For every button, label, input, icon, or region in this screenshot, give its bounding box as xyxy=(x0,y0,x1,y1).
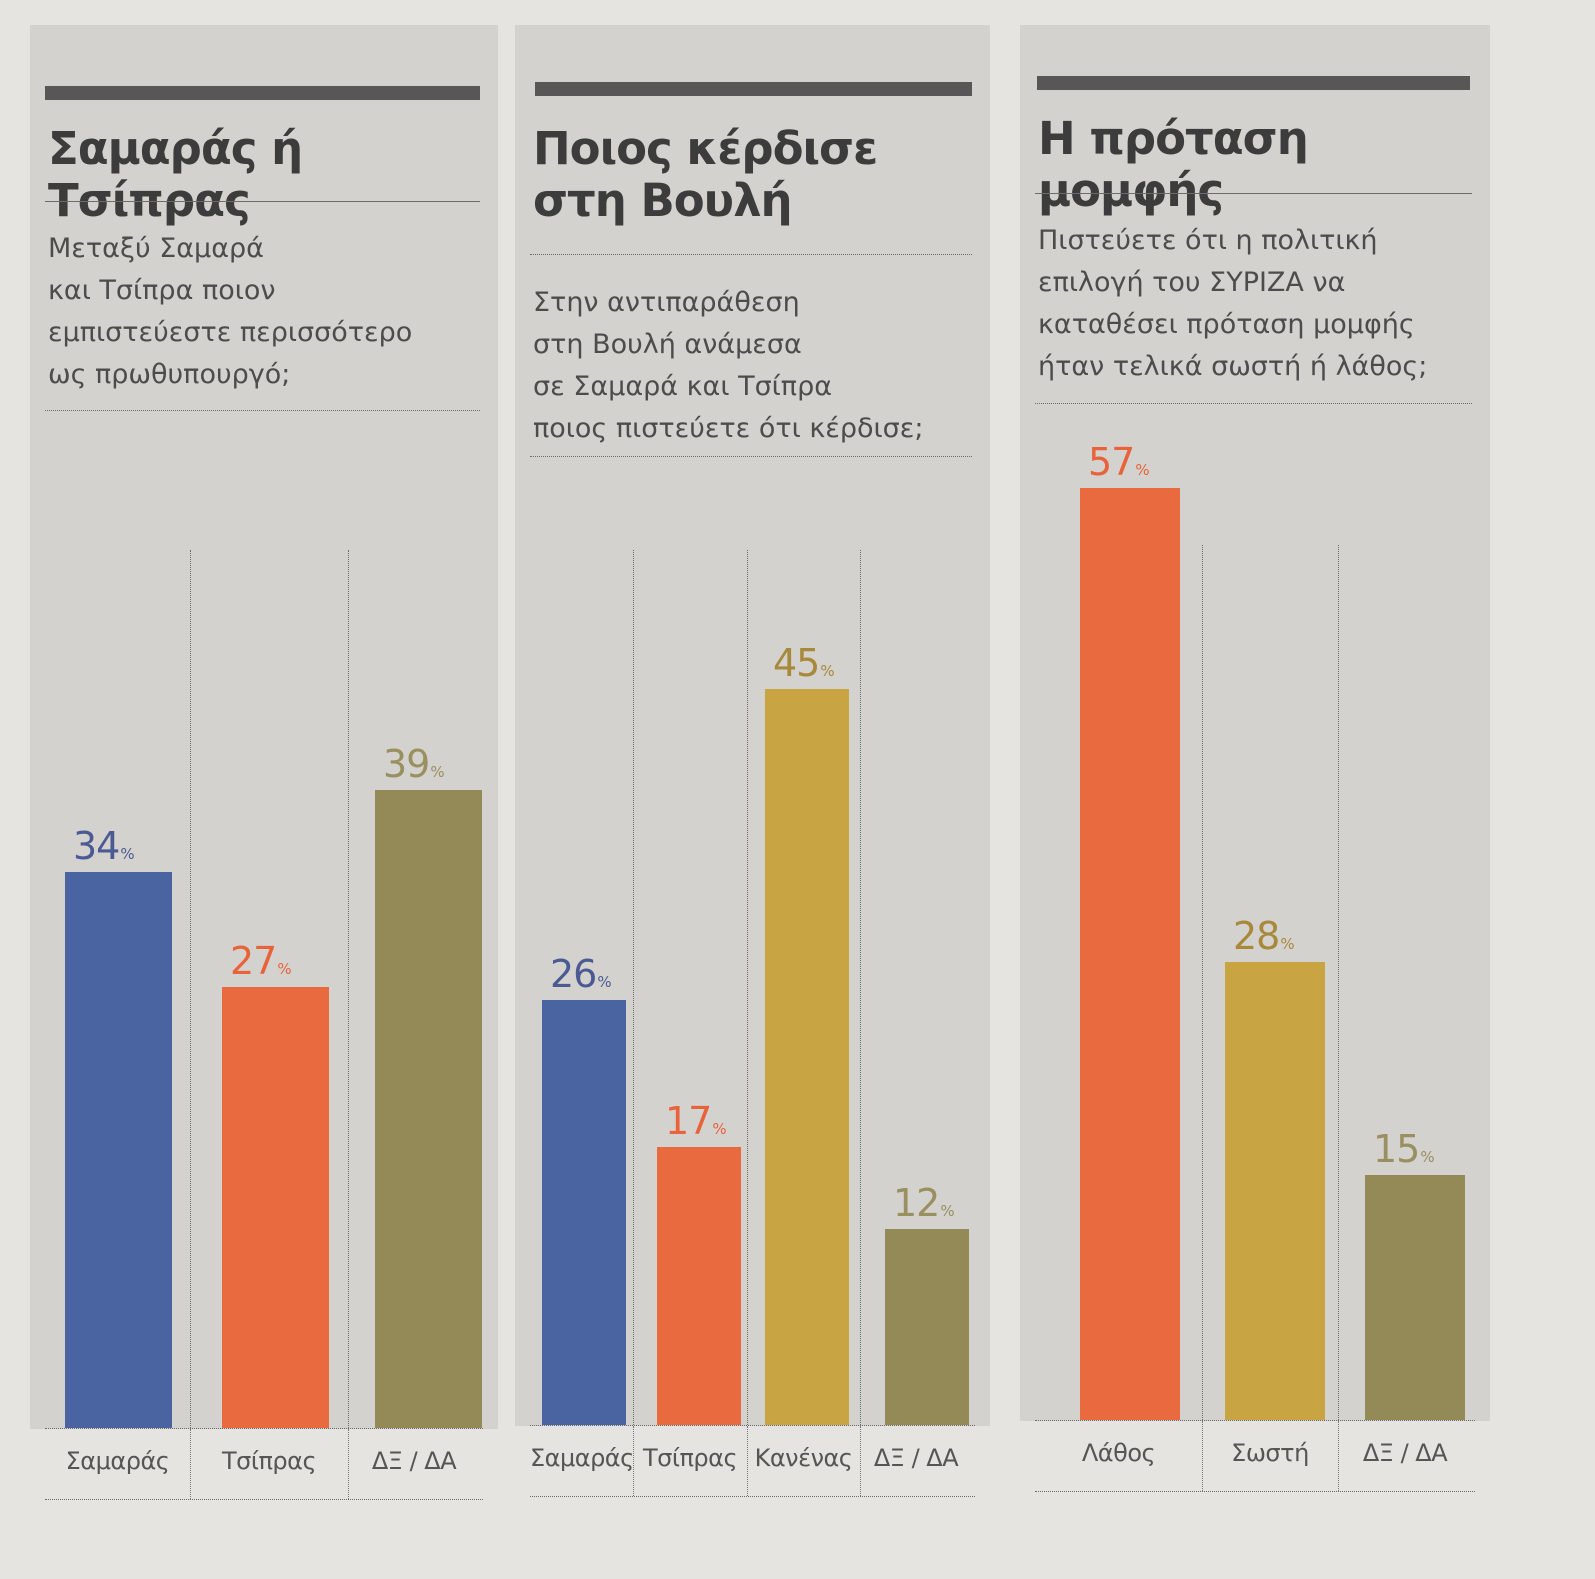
panel-header-bar xyxy=(535,82,972,96)
panel-header-bar xyxy=(45,86,480,100)
value-number: 17 xyxy=(665,1099,712,1144)
value-number: 45 xyxy=(773,641,820,686)
chart-bottom-rule xyxy=(530,1496,975,1497)
title-divider xyxy=(1035,193,1472,194)
column-divider xyxy=(348,550,349,1428)
panel-title: Ποιος κέρδισε στη Βουλή xyxy=(533,122,878,227)
bar-1 xyxy=(1080,488,1180,1420)
question-divider xyxy=(1035,403,1472,404)
category-label: ΔΞ / ΔΑ xyxy=(371,1447,457,1475)
value-number: 26 xyxy=(550,951,597,996)
category-label: Σαμαράς xyxy=(530,1444,634,1472)
poll-panel-censure-motion: Η πρόταση μομφής Πιστεύετε ότι η πολιτικ… xyxy=(1020,25,1490,1501)
bar-value-label: 15% xyxy=(1373,1129,1435,1177)
title-divider xyxy=(45,201,480,202)
poll-panel-who-won-in-parliament: Ποιος κέρδισε στη Βουλή Στην αντιπαράθεσ… xyxy=(515,25,990,1506)
bar-3 xyxy=(375,790,482,1428)
question-divider xyxy=(45,410,480,411)
chart-bottom-rule xyxy=(1035,1491,1475,1492)
poll-question: Μεταξύ Σαμαρά και Τσίπρα ποιον εμπιστεύε… xyxy=(48,233,413,390)
label-divider xyxy=(348,1429,349,1499)
bar-4 xyxy=(885,1228,969,1425)
value-number: 34 xyxy=(73,824,120,869)
label-divider xyxy=(190,1429,191,1499)
percent-sign: % xyxy=(1135,461,1150,480)
category-label: Κανένας xyxy=(754,1444,853,1472)
label-divider xyxy=(860,1426,861,1496)
category-label: Σωστή xyxy=(1231,1439,1309,1467)
bar-3 xyxy=(1365,1174,1465,1420)
poll-question: Στην αντιπαράθεση στη Βουλή ανάμεσα σε Σ… xyxy=(533,287,924,444)
bar-1 xyxy=(65,872,172,1428)
column-divider xyxy=(1338,545,1339,1420)
value-number: 27 xyxy=(230,938,277,983)
category-label: Λάθος xyxy=(1081,1439,1156,1467)
column-divider xyxy=(1202,545,1203,1420)
percent-sign: % xyxy=(1420,1147,1435,1166)
bar-value-label: 28% xyxy=(1233,916,1295,964)
bar-2 xyxy=(222,986,329,1428)
category-labels-row: Λάθος Σωστή ΔΞ / ΔΑ xyxy=(1020,1421,1490,1501)
chart-baseline xyxy=(45,1428,483,1429)
label-divider xyxy=(633,1426,634,1496)
value-number: 57 xyxy=(1088,440,1135,485)
category-label: Τσίπρας xyxy=(221,1447,317,1475)
bar-2 xyxy=(1225,962,1325,1420)
value-number: 15 xyxy=(1373,1126,1420,1171)
bar-value-label: 26% xyxy=(550,954,612,1002)
percent-sign: % xyxy=(712,1120,727,1139)
bar-3 xyxy=(765,689,849,1425)
poll-panel-samaras-or-tsipras: Σαμαράς ή Τσίπρας Μεταξύ Σαμαρά και Τσίπ… xyxy=(30,25,498,1509)
panel-title: Σαμαράς ή Τσίπρας xyxy=(48,122,303,227)
chart-baseline xyxy=(1035,1420,1475,1421)
percent-sign: % xyxy=(120,845,135,864)
percent-sign: % xyxy=(940,1201,955,1220)
percent-sign: % xyxy=(597,972,612,991)
title-divider xyxy=(530,254,972,255)
category-label: ΔΞ / ΔΑ xyxy=(1362,1439,1448,1467)
percent-sign: % xyxy=(277,959,292,978)
chart-baseline xyxy=(530,1425,975,1426)
label-divider xyxy=(1202,1421,1203,1491)
percent-sign: % xyxy=(820,662,835,681)
bar-value-label: 17% xyxy=(665,1101,727,1149)
bar-value-label: 27% xyxy=(230,941,292,989)
column-divider xyxy=(860,550,861,1425)
bar-value-label: 39% xyxy=(383,744,445,792)
label-divider xyxy=(747,1426,748,1496)
column-divider xyxy=(633,550,634,1425)
percent-sign: % xyxy=(430,763,445,782)
bar-value-label: 45% xyxy=(773,643,835,691)
category-label: Τσίπρας xyxy=(642,1444,738,1472)
category-label: Σαμαράς xyxy=(65,1447,170,1475)
value-number: 12 xyxy=(893,1180,940,1225)
percent-sign: % xyxy=(1280,935,1295,954)
category-label: ΔΞ / ΔΑ xyxy=(873,1444,959,1472)
poll-question: Πιστεύετε ότι η πολιτική επιλογή του ΣΥΡ… xyxy=(1038,225,1428,382)
bar-2 xyxy=(657,1147,741,1425)
category-labels-row: Σαμαράς Τσίπρας Κανένας ΔΞ / ΔΑ xyxy=(515,1426,990,1506)
label-divider xyxy=(1338,1421,1339,1491)
value-number: 28 xyxy=(1233,914,1280,959)
column-divider xyxy=(190,550,191,1428)
bar-value-label: 12% xyxy=(893,1183,955,1231)
panel-title: Η πρόταση μομφής xyxy=(1038,112,1309,217)
chart-bottom-rule xyxy=(45,1499,483,1500)
category-labels-row: Σαμαράς Τσίπρας ΔΞ / ΔΑ xyxy=(30,1429,498,1509)
bar-value-label: 34% xyxy=(73,826,135,874)
column-divider xyxy=(747,550,748,1425)
bar-1 xyxy=(542,999,626,1425)
value-number: 39 xyxy=(383,742,430,787)
panel-header-bar xyxy=(1037,76,1470,90)
bar-value-label: 57% xyxy=(1088,442,1150,490)
question-divider xyxy=(530,456,972,457)
